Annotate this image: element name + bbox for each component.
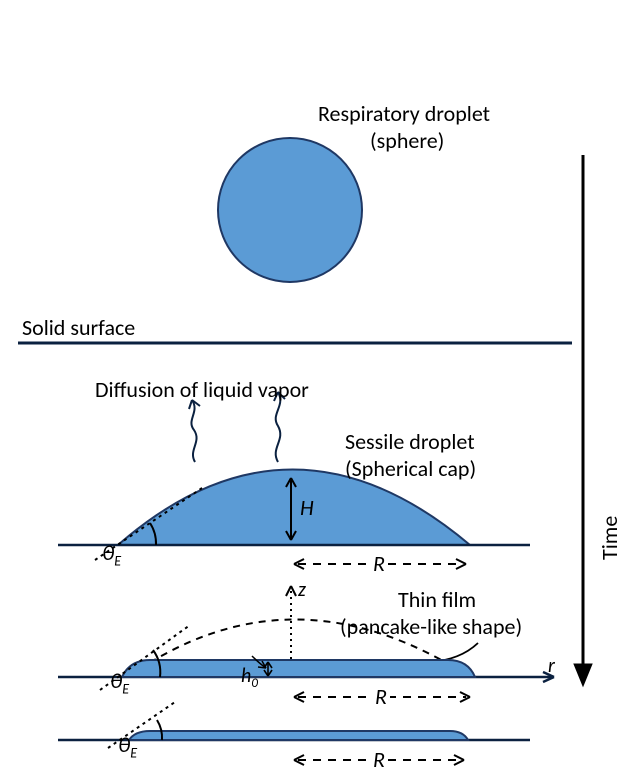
time-arrow bbox=[574, 155, 592, 686]
sphere-label-line1: Respiratory droplet bbox=[318, 100, 490, 127]
h-label: H bbox=[300, 494, 314, 521]
sphere-label-line2: (sphere) bbox=[370, 127, 444, 154]
solid-surface-label: Solid surface bbox=[22, 314, 135, 341]
r-dim-thinfilm: R bbox=[372, 683, 390, 710]
r-axis-label: r bbox=[548, 654, 555, 678]
thinfilm-label-line1: Thin film bbox=[398, 586, 476, 613]
diagram-canvas: { "figure": { "type": "infographic", "ba… bbox=[0, 0, 634, 777]
r-dim-sessile: R bbox=[370, 550, 388, 577]
theta-e-thinfilm2: θE bbox=[108, 704, 137, 761]
thin-film bbox=[58, 586, 554, 702]
z-axis-label: z bbox=[298, 578, 306, 602]
theta-e-thinfilm: θE bbox=[100, 640, 129, 697]
respiratory-droplet-sphere bbox=[218, 138, 362, 282]
sessile-label-line2: (Spherical cap) bbox=[345, 455, 476, 482]
sessile-label-line1: Sessile droplet bbox=[345, 428, 475, 455]
theta-e-sessile: θE bbox=[92, 512, 121, 569]
r-dim-thinfilm2: R bbox=[370, 746, 388, 773]
h0-label: h0 bbox=[232, 640, 258, 691]
sessile-droplet bbox=[58, 470, 530, 570]
diffusion-label: Diffusion of liquid vapor bbox=[95, 376, 309, 403]
thinfilm-label-line2: (pancake-like shape) bbox=[340, 613, 522, 640]
time-label: Time bbox=[596, 516, 623, 560]
